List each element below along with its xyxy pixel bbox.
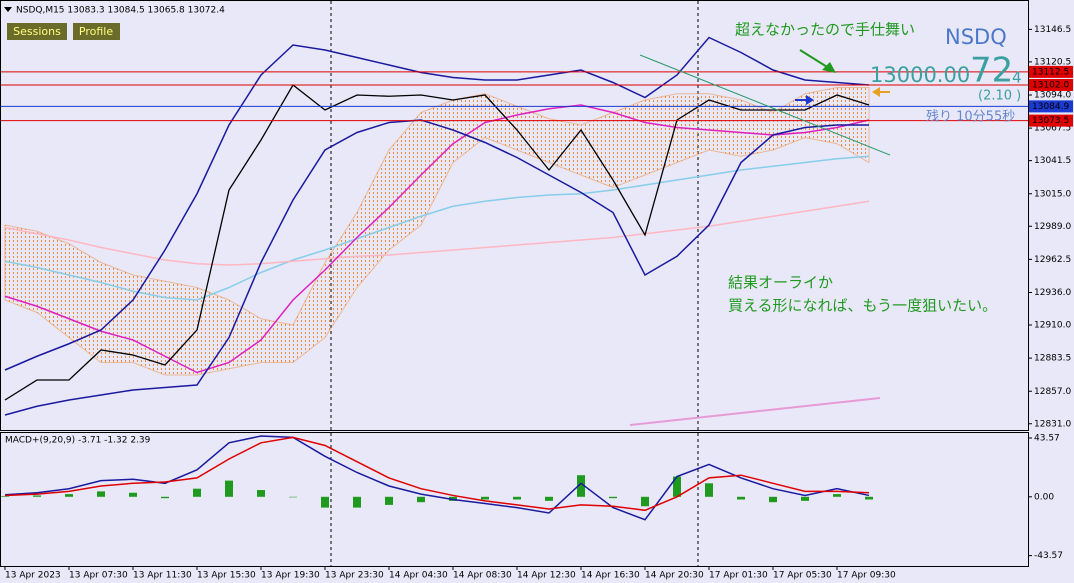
y-tick-label: 43.57 (1034, 433, 1060, 443)
price-label-bg (1029, 65, 1073, 78)
histogram-bar (609, 496, 617, 499)
histogram-bar (97, 491, 105, 497)
price-label-bg (1029, 114, 1073, 127)
series-line (4, 155, 870, 301)
histogram-bar (481, 496, 489, 500)
y-tick-label: 13094.0 (1034, 91, 1071, 101)
price-big: 72 (970, 51, 1013, 91)
histogram-bar (161, 496, 169, 499)
histogram-bar (33, 495, 41, 497)
histogram-bar (513, 496, 521, 500)
y-tick-label: 12831.0 (1034, 419, 1071, 429)
y-tick-label: 12962.5 (1034, 255, 1071, 265)
histogram-bar (641, 496, 649, 507)
histogram-bar (577, 475, 585, 497)
series-line (4, 119, 869, 416)
macd-frame (0, 432, 1029, 567)
x-tick-label: 14 Apr 12:30 (517, 571, 576, 581)
x-tick-label: 17 Apr 09:30 (837, 571, 896, 581)
histogram-bar (129, 492, 137, 497)
x-tick-label: 14 Apr 08:30 (453, 571, 512, 581)
histogram-bar (385, 496, 393, 505)
series-line (4, 104, 870, 374)
y-tick-label: 12883.5 (1034, 354, 1071, 364)
histogram-bar (353, 496, 361, 508)
x-tick-label: 13 Apr 07:30 (69, 571, 128, 581)
price-label: 13102.0 (1032, 81, 1069, 91)
histogram-bar (417, 496, 425, 503)
button-label[interactable]: Sessions (13, 25, 61, 38)
button-label[interactable]: Profile (79, 25, 113, 38)
y-tick-label: 13067.5 (1034, 124, 1071, 134)
price-label: 13073.5 (1032, 116, 1069, 126)
countdown: 残り 10分55秒 (926, 110, 1015, 125)
x-tick-label: 13 Apr 2023 (5, 571, 61, 581)
trend-line (639, 54, 891, 156)
x-tick-label: 13 Apr 19:30 (261, 571, 320, 581)
x-tick-label: 13 Apr 15:30 (197, 571, 256, 581)
histogram-bar (705, 483, 713, 497)
price-label: 13112.5 (1032, 67, 1069, 77)
arrow-head (822, 62, 836, 73)
y-tick-label: 0.00 (1034, 492, 1054, 502)
histogram-bar (865, 496, 873, 500)
price-label-bg (1029, 79, 1073, 91)
y-tick-label: 12857.0 (1034, 387, 1071, 397)
histogram-bar (257, 490, 265, 497)
histogram-bar (833, 494, 841, 497)
macd-title: MACD+(9,20,9) -3.71 -1.32 2.39 (5, 436, 151, 446)
price-main: 13000.00 (870, 63, 970, 87)
x-tick-label: 14 Apr 04:30 (389, 571, 448, 581)
symbol: NSDQ (945, 25, 1007, 49)
histogram-bar (225, 480, 233, 497)
y-tick-label: 13120.5 (1034, 57, 1071, 67)
histogram-bar (289, 496, 297, 498)
arrow-head (806, 95, 814, 105)
histogram-bar (673, 476, 681, 497)
x-tick-label: 17 Apr 01:30 (709, 571, 768, 581)
histogram-bar (545, 496, 553, 501)
y-tick-label: 12936.0 (1034, 288, 1071, 298)
histogram-bar (769, 496, 777, 503)
x-tick-label: 13 Apr 11:30 (133, 571, 192, 581)
cloud (4, 87, 870, 376)
histogram-bar (737, 496, 745, 500)
y-tick-label: 13041.5 (1034, 156, 1071, 166)
price-small: 4 (1012, 69, 1022, 87)
series-line (4, 200, 870, 266)
series-line (4, 436, 870, 512)
price-label: 13084.9 (1032, 102, 1069, 112)
histogram-bar (1, 496, 9, 497)
change: (2.10 ) (978, 89, 1021, 104)
annotation: 買える形になれば、もう一度狙いたい。 (728, 297, 997, 315)
button[interactable] (73, 23, 120, 40)
price-label-bg (1029, 100, 1073, 113)
y-tick-label: 12989.0 (1034, 222, 1071, 232)
histogram-bar (801, 496, 809, 501)
histogram-bar (65, 494, 73, 497)
annotation: 超えなかったので手仕舞い (735, 21, 915, 39)
y-tick-label: 13015.0 (1034, 189, 1071, 199)
trend-line (629, 397, 881, 426)
annotation: 結果オーライか (728, 274, 833, 292)
histogram-bar (193, 488, 201, 497)
x-tick-label: 17 Apr 05:30 (773, 571, 832, 581)
histogram-bar (321, 496, 329, 508)
main-frame (0, 0, 1029, 431)
series-line (4, 435, 870, 521)
y-tick-label: -43.57 (1034, 551, 1063, 561)
header: NSDQ,M15 13083.3 13084.5 13065.8 13072.4 (16, 6, 225, 16)
series-line (4, 84, 870, 401)
arrow-head (872, 87, 880, 97)
menu-icon[interactable] (4, 7, 12, 12)
y-tick-label: 12910.0 (1034, 321, 1071, 331)
x-tick-label: 13 Apr 23:30 (325, 571, 384, 581)
x-tick-label: 14 Apr 20:30 (645, 571, 704, 581)
button[interactable] (7, 23, 67, 40)
y-tick-label: 13146.5 (1034, 25, 1071, 35)
series-line (4, 36, 870, 371)
x-tick-label: 14 Apr 16:30 (581, 571, 640, 581)
